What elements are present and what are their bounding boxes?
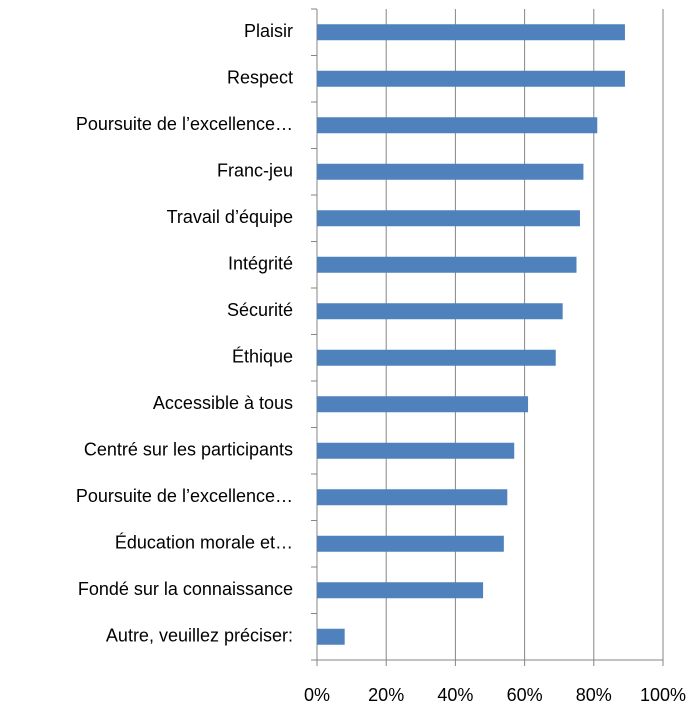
y-tick-label: Éthique bbox=[232, 347, 293, 367]
y-tick-label: Franc-jeu bbox=[217, 161, 293, 181]
bar bbox=[317, 349, 556, 366]
bar bbox=[317, 489, 508, 506]
bar bbox=[317, 303, 563, 320]
bar bbox=[317, 628, 345, 645]
x-tick-label: 100% bbox=[640, 685, 686, 705]
y-tick-label: Accessible à tous bbox=[153, 393, 293, 413]
bar bbox=[317, 24, 625, 41]
y-tick-label: Fondé sur la connaissance bbox=[78, 579, 293, 599]
x-tick-label: 40% bbox=[437, 685, 473, 705]
y-tick-label: Plaisir bbox=[244, 21, 293, 41]
x-tick-label: 20% bbox=[368, 685, 404, 705]
bar bbox=[317, 117, 598, 134]
y-tick-label: Poursuite de l’excellence… bbox=[76, 486, 293, 506]
y-tick-label: Éducation morale et… bbox=[115, 533, 293, 553]
x-tick-label: 60% bbox=[507, 685, 543, 705]
bar bbox=[317, 256, 577, 273]
x-tick-label: 80% bbox=[576, 685, 612, 705]
bar bbox=[317, 163, 584, 180]
y-tick-label: Sécurité bbox=[227, 300, 293, 320]
bar bbox=[317, 442, 515, 459]
y-tick-label: Autre, veuillez préciser: bbox=[106, 626, 293, 646]
y-tick-label: Travail d’équipe bbox=[167, 207, 293, 227]
bar bbox=[317, 210, 580, 227]
bar bbox=[317, 396, 529, 413]
y-tick-label: Intégrité bbox=[228, 254, 293, 274]
bar bbox=[317, 582, 484, 599]
bar bbox=[317, 535, 504, 552]
y-tick-label: Respect bbox=[227, 68, 293, 88]
bar bbox=[317, 70, 625, 87]
y-tick-label: Centré sur les participants bbox=[84, 440, 293, 460]
x-tick-label: 0% bbox=[304, 685, 330, 705]
y-tick-label: Poursuite de l’excellence… bbox=[76, 114, 293, 134]
